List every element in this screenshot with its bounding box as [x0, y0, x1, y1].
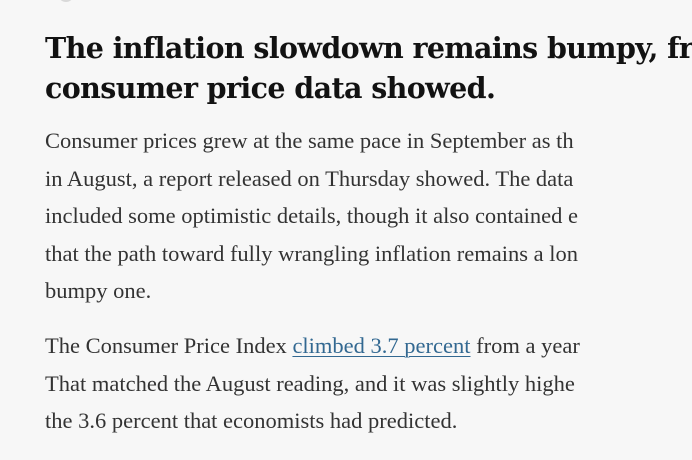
- paragraph-line: in August, a report released on Thursday…: [45, 165, 574, 191]
- paragraph-line: bumpy one.: [45, 278, 152, 303]
- paragraph-line: The Consumer Price Index climbed 3.7 per…: [45, 327, 692, 365]
- cpi-article-link[interactable]: climbed 3.7 percent: [292, 333, 471, 358]
- headline-line: consumer price data showed.: [45, 71, 496, 105]
- paragraph-line: the 3.6 percent that economists had pred…: [45, 408, 458, 433]
- paragraph-line: that the path toward fully wrangling inf…: [45, 240, 578, 266]
- cropped-graphic-fragment: [58, 0, 74, 2]
- paragraph-text: from a year: [470, 333, 580, 358]
- paragraph-line: included some optimistic details, though…: [45, 203, 579, 228]
- paragraph-text: The Consumer Price Index: [45, 333, 293, 358]
- paragraph-line: That matched the August reading, and it …: [45, 370, 575, 396]
- headline-line: The inflation slowdown remains bumpy, fr…: [45, 31, 692, 65]
- paragraph-line: Consumer prices grew at the same pace in…: [45, 128, 574, 153]
- article-headline: The inflation slowdown remains bumpy, fr…: [45, 28, 692, 108]
- article-paragraph: The Consumer Price Index climbed 3.7 per…: [45, 327, 692, 440]
- article-paragraph: Consumer prices grew at the same pace in…: [45, 122, 692, 310]
